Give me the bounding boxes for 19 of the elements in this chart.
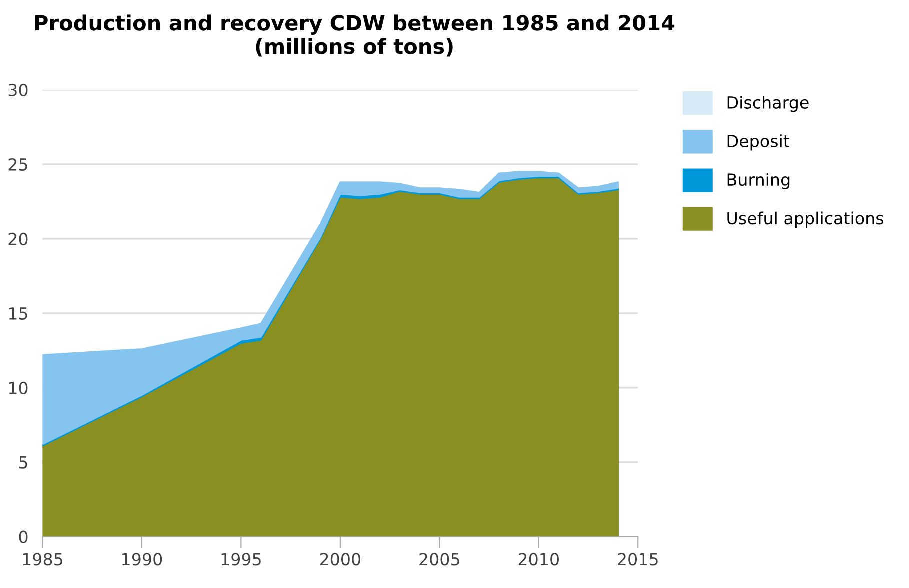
x-tick-label: 1985 [23,553,62,566]
legend-label: Burning [728,173,790,190]
legend-label: Discharge [728,96,809,112]
x-tick-label: 2010 [518,553,559,566]
y-tick-label: 30 [8,84,28,97]
y-tick-label: 0 [19,530,28,544]
y-tick-label: 5 [20,456,28,469]
x-tick-label: 1990 [122,553,162,566]
chart-title: Production and recovery CDW between 1985 and 2014 (millions of tons) [35,14,675,57]
x-tick-label: 1995 [222,553,261,566]
y-tick-label: 25 [8,158,28,172]
y-tick-label: 15 [9,308,28,320]
y-tick-label: 10 [9,382,28,394]
legend-label: Useful applications [728,212,884,228]
x-tick-label: 2000 [320,553,361,566]
x-tick-label: 2005 [420,553,460,566]
legend-label: Deposit [728,134,790,151]
y-tick-label: 20 [8,232,28,246]
x-tick-label: 2015 [618,553,658,566]
